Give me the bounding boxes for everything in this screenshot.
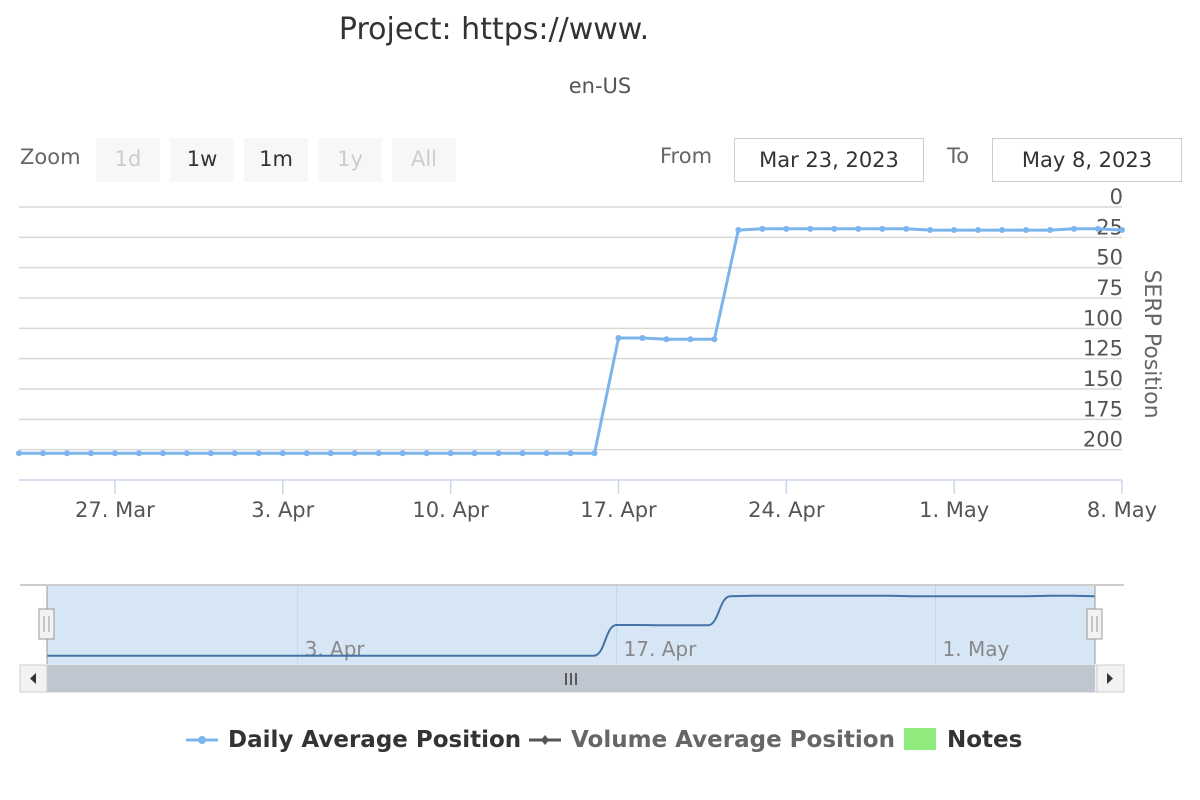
data-point[interactable] — [111, 450, 118, 457]
data-point[interactable] — [975, 227, 982, 234]
scrollbar-left-button[interactable] — [19, 664, 48, 693]
data-point[interactable] — [759, 225, 766, 232]
arrow-left-icon — [30, 673, 36, 684]
x-tick-label: 1. May — [919, 498, 989, 522]
scrollbar-grip-icon — [565, 673, 577, 685]
y-tick-label: 150 — [1083, 367, 1123, 391]
data-point[interactable] — [1071, 225, 1078, 232]
y-tick-label: 75 — [1096, 276, 1123, 300]
zoom-all-button[interactable]: All — [392, 138, 456, 182]
x-tick-label: 8. May — [1087, 498, 1157, 522]
data-point[interactable] — [519, 450, 526, 457]
data-point[interactable] — [1023, 227, 1030, 234]
from-label: From — [660, 144, 713, 168]
data-point[interactable] — [135, 450, 142, 457]
data-point[interactable] — [16, 450, 22, 457]
data-point[interactable] — [447, 450, 454, 457]
legend-label: Daily Average Position — [228, 727, 522, 753]
zoom-1m-button[interactable]: 1m — [244, 138, 308, 182]
data-point[interactable] — [159, 450, 166, 457]
data-point[interactable] — [495, 450, 502, 457]
x-tick-label: 17. Apr — [580, 498, 657, 522]
data-point[interactable] — [639, 335, 646, 342]
navigator-series-line — [46, 594, 1096, 657]
legend-line-marker-icon — [529, 735, 561, 745]
data-point[interactable] — [183, 450, 190, 457]
y-tick-label: 0 — [1110, 185, 1123, 209]
data-point[interactable] — [831, 225, 838, 232]
data-point[interactable] — [879, 225, 886, 232]
data-point[interactable] — [87, 450, 94, 457]
legend-label: Volume Average Position — [571, 727, 895, 753]
data-point[interactable] — [375, 450, 382, 457]
to-date-input[interactable] — [992, 138, 1182, 182]
from-date-input[interactable] — [734, 138, 924, 182]
data-point[interactable] — [1119, 227, 1125, 234]
data-point[interactable] — [399, 450, 406, 457]
data-point[interactable] — [711, 336, 718, 343]
x-tick-label: 24. Apr — [748, 498, 825, 522]
data-point[interactable] — [351, 450, 358, 457]
y-tick-label: 100 — [1083, 306, 1123, 330]
navigator[interactable]: 3. Apr 17. Apr 1. May — [19, 584, 1125, 693]
data-point[interactable] — [543, 450, 550, 457]
data-point[interactable] — [39, 450, 46, 457]
data-point[interactable] — [663, 336, 670, 343]
x-tick-label: 10. Apr — [412, 498, 489, 522]
chart-subtitle: en-US — [568, 74, 632, 98]
zoom-label: Zoom — [20, 145, 81, 169]
zoom-1d-button[interactable]: 1d — [96, 138, 160, 182]
scrollbar-right-button[interactable] — [1096, 664, 1125, 693]
data-point[interactable] — [207, 450, 214, 457]
arrow-right-icon — [1107, 673, 1113, 684]
data-point[interactable] — [999, 227, 1006, 234]
zoom-1w-button[interactable]: 1w — [170, 138, 234, 182]
y-tick-label: 25 — [1096, 215, 1123, 239]
data-point[interactable] — [423, 450, 430, 457]
legend: Daily Average Position Volume Average Po… — [0, 722, 1200, 758]
navigator-tick-label: 1. May — [943, 637, 1010, 661]
legend-label: Notes — [947, 727, 1023, 753]
data-point[interactable] — [807, 225, 814, 232]
data-point[interactable] — [783, 225, 790, 232]
y-tick-label: 175 — [1083, 397, 1123, 421]
data-point[interactable] — [855, 225, 862, 232]
data-point[interactable] — [927, 227, 934, 234]
data-point[interactable] — [63, 450, 70, 457]
chart-title: Project: https://www. — [338, 12, 650, 47]
y-axis-title: SERP Position — [1139, 269, 1164, 418]
data-point[interactable] — [303, 450, 310, 457]
x-tick-label: 3. Apr — [251, 498, 314, 522]
data-point[interactable] — [591, 450, 598, 457]
data-point[interactable] — [735, 227, 742, 234]
navigator-tick-label: 3. Apr — [305, 637, 366, 661]
y-tick-label: 125 — [1083, 337, 1123, 361]
data-point[interactable] — [279, 450, 286, 457]
data-point[interactable] — [255, 450, 262, 457]
y-tick-label: 50 — [1096, 246, 1123, 270]
data-point[interactable] — [1095, 225, 1102, 232]
navigator-selected-range[interactable] — [47, 586, 1095, 664]
navigator-tick-label: 17. Apr — [624, 637, 698, 661]
navigator-left-handle[interactable] — [38, 608, 55, 640]
data-point[interactable] — [327, 450, 334, 457]
data-point[interactable] — [1047, 227, 1054, 234]
navigator-right-handle[interactable] — [1086, 608, 1103, 640]
data-point[interactable] — [687, 336, 694, 343]
data-point[interactable] — [903, 225, 910, 232]
y-tick-label: 200 — [1083, 428, 1123, 452]
x-tick-label: 27. Mar — [75, 498, 155, 522]
data-point[interactable] — [471, 450, 478, 457]
data-point[interactable] — [567, 450, 574, 457]
zoom-1y-button[interactable]: 1y — [318, 138, 382, 182]
legend-line-marker-icon — [186, 736, 218, 744]
data-point[interactable] — [615, 335, 622, 342]
to-label: To — [947, 144, 970, 168]
data-point[interactable] — [231, 450, 238, 457]
legend-square-icon — [904, 728, 936, 750]
data-point[interactable] — [951, 227, 958, 234]
